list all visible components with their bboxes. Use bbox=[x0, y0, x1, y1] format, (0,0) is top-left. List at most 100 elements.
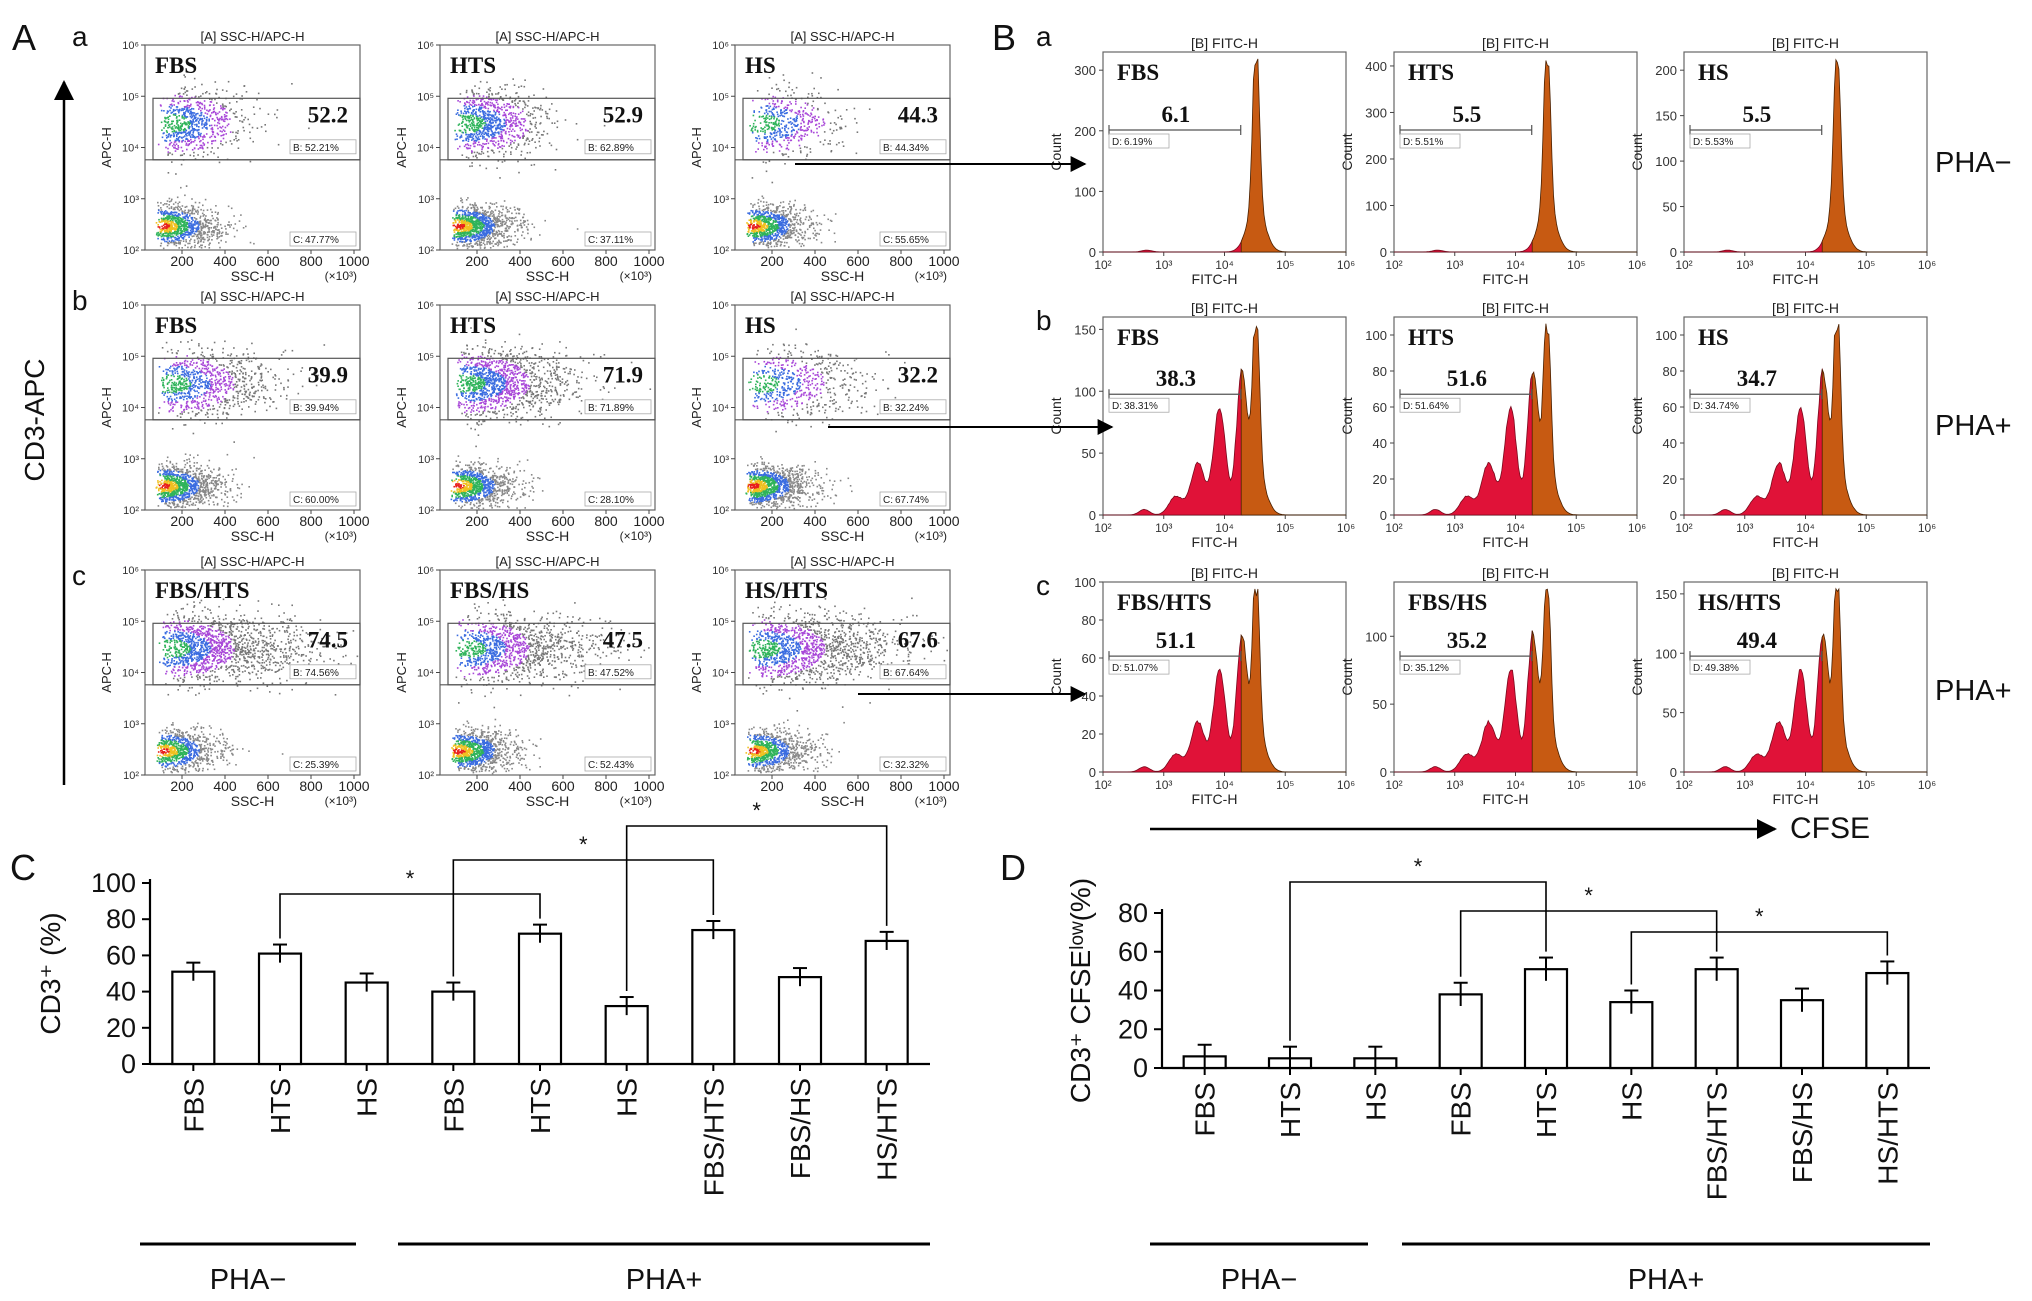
scatter-point bbox=[178, 228, 180, 230]
scatter-point bbox=[817, 107, 819, 110]
scatter-point bbox=[206, 109, 208, 112]
scatter-point bbox=[490, 130, 493, 132]
scatter-point bbox=[477, 220, 480, 222]
scatter-point bbox=[185, 138, 187, 140]
scatter-point bbox=[493, 217, 495, 219]
scatter-point bbox=[501, 231, 503, 233]
scatter-point bbox=[502, 99, 505, 101]
scatter-point bbox=[168, 204, 170, 206]
x-axis-label: SSC-H bbox=[821, 268, 865, 284]
scatter-point bbox=[497, 125, 500, 127]
scatter-point bbox=[761, 128, 764, 130]
scatter-point bbox=[803, 207, 806, 210]
scatter-point bbox=[453, 218, 456, 220]
scatter-point bbox=[171, 128, 173, 130]
scatter-point bbox=[466, 220, 468, 222]
scatter-point bbox=[171, 240, 173, 243]
scatter-point bbox=[259, 107, 261, 110]
scatter-point bbox=[807, 96, 809, 99]
scatter-point bbox=[506, 236, 509, 238]
scatter-point bbox=[200, 114, 202, 117]
scatter-point bbox=[206, 119, 208, 122]
y-tick-label: 10³ bbox=[713, 194, 729, 206]
scatter-point bbox=[500, 233, 502, 235]
scatter-point bbox=[206, 236, 209, 239]
scatter-point bbox=[458, 225, 461, 227]
scatter-point bbox=[463, 223, 465, 226]
scatter-point bbox=[222, 137, 225, 140]
scatter-point bbox=[457, 124, 460, 126]
scatter-point bbox=[217, 118, 219, 121]
scatter-point bbox=[467, 111, 470, 114]
scatter-point bbox=[765, 204, 768, 206]
scatter-point bbox=[806, 129, 809, 132]
scatter-point bbox=[824, 139, 826, 141]
scatter-point bbox=[527, 232, 529, 235]
scatter-point bbox=[491, 126, 494, 129]
scatter-point bbox=[460, 232, 463, 235]
scatter-point bbox=[483, 122, 485, 124]
scatter-point bbox=[478, 126, 480, 128]
scatter-point bbox=[480, 121, 482, 124]
scatter-point bbox=[759, 122, 762, 124]
scatter-point bbox=[467, 206, 469, 209]
scatter-point bbox=[515, 148, 517, 150]
scatter-point bbox=[487, 132, 490, 135]
scatter-point bbox=[519, 111, 522, 114]
scatter-point bbox=[184, 115, 186, 117]
scatter-point bbox=[208, 120, 210, 122]
scatter-point bbox=[178, 119, 181, 121]
scatter-point bbox=[754, 129, 756, 131]
scatter-point bbox=[163, 214, 165, 217]
scatter-point bbox=[779, 136, 782, 138]
scatter-point bbox=[771, 233, 774, 236]
scatter-point bbox=[484, 220, 487, 222]
scatter-point bbox=[800, 106, 802, 109]
scatter-point bbox=[753, 212, 756, 215]
scatter-point bbox=[465, 143, 467, 146]
scatter-point bbox=[173, 222, 175, 225]
scatter-point bbox=[789, 117, 792, 119]
scatter-point bbox=[483, 238, 485, 240]
scatter-point bbox=[523, 100, 525, 103]
scatter-point bbox=[746, 233, 749, 235]
scatter-point bbox=[499, 177, 501, 179]
scatter-point bbox=[186, 148, 188, 151]
scatter-point bbox=[466, 243, 468, 246]
scatter-point bbox=[185, 185, 188, 187]
scatter-point bbox=[754, 230, 756, 232]
scatter-point bbox=[477, 124, 480, 127]
scatter-point bbox=[468, 245, 470, 248]
scatter-point bbox=[829, 128, 832, 131]
scatter-point bbox=[489, 117, 492, 119]
scatter-point bbox=[539, 107, 542, 110]
scatter-point bbox=[786, 112, 788, 114]
scatter-point bbox=[783, 241, 786, 244]
scatter-point bbox=[486, 243, 488, 245]
scatter-point bbox=[765, 215, 768, 218]
scatter-point bbox=[795, 116, 798, 119]
scatter-point bbox=[476, 243, 479, 245]
y-tick-label: 10² bbox=[123, 245, 139, 257]
scatter-point bbox=[469, 238, 472, 241]
scatter-point bbox=[177, 216, 179, 219]
scatter-points bbox=[451, 78, 606, 250]
scatter-point bbox=[183, 106, 186, 108]
scatter-point bbox=[174, 214, 176, 217]
scatter-point bbox=[203, 238, 205, 241]
scatter-point bbox=[207, 234, 209, 236]
scatter-point bbox=[485, 123, 487, 126]
scatter-point bbox=[750, 129, 753, 132]
scatter-point bbox=[457, 219, 459, 221]
scatter-point bbox=[782, 111, 784, 114]
scatter-point bbox=[494, 144, 496, 147]
y-axis-label: APC-H bbox=[394, 127, 409, 167]
scatter-point bbox=[195, 144, 198, 146]
scatter-point bbox=[201, 120, 203, 123]
scatter-point bbox=[227, 80, 230, 83]
scatter-point bbox=[236, 116, 238, 118]
scatter-point bbox=[772, 225, 775, 228]
scatter-point bbox=[755, 220, 758, 222]
scatter-point bbox=[772, 102, 774, 105]
scatter-point bbox=[179, 235, 182, 237]
